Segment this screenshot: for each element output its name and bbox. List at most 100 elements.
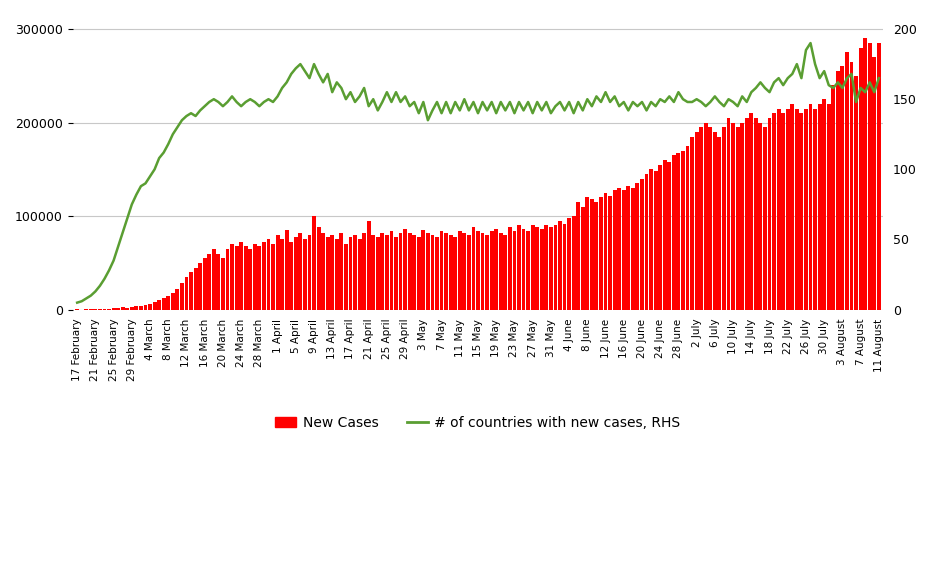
Bar [776,108,781,309]
Bar [831,85,835,309]
Bar [148,304,152,309]
Bar [221,258,225,309]
Bar [513,231,516,309]
Bar [795,108,799,309]
Bar [130,307,134,309]
Bar [134,307,138,309]
Bar [722,127,726,309]
Bar [549,227,553,309]
Bar [813,108,817,309]
Bar [563,224,567,309]
Bar [171,293,174,309]
Bar [868,43,871,309]
Bar [850,62,854,309]
Bar [467,235,471,309]
Bar [740,123,744,309]
Bar [271,244,275,309]
Bar [394,236,398,309]
Bar [494,229,499,309]
Bar [609,196,612,309]
Bar [112,308,116,309]
Bar [727,118,731,309]
Bar [404,229,407,309]
Bar [431,235,434,309]
Bar [472,227,475,309]
Bar [544,226,548,309]
Bar [349,236,352,309]
Bar [581,207,584,309]
Bar [240,242,243,309]
Bar [244,246,248,309]
Bar [317,227,321,309]
Bar [653,171,658,309]
Bar [226,249,229,309]
Bar [499,233,502,309]
Bar [353,235,357,309]
Bar [144,305,147,309]
Bar [786,108,789,309]
Bar [326,236,330,309]
Bar [257,246,261,309]
Bar [749,113,753,309]
Bar [650,169,653,309]
Bar [845,52,849,309]
Bar [407,233,412,309]
Bar [121,307,125,309]
Bar [330,235,335,309]
Bar [363,233,366,309]
Bar [858,48,862,309]
Bar [203,258,207,309]
Bar [335,239,338,309]
Bar [453,236,458,309]
Bar [308,235,311,309]
Bar [677,153,680,309]
Bar [772,113,776,309]
Bar [462,233,466,309]
Bar [207,254,212,309]
Bar [535,227,539,309]
Bar [863,38,867,309]
Bar [530,226,535,309]
Bar [199,263,202,309]
Bar [426,233,430,309]
Bar [212,249,215,309]
Bar [303,239,307,309]
Bar [435,236,439,309]
Bar [158,300,161,309]
Bar [667,162,671,309]
Bar [571,216,576,309]
Bar [745,118,748,309]
Bar [281,239,284,309]
Bar [458,231,461,309]
Bar [253,244,256,309]
Bar [476,231,480,309]
Bar [540,229,543,309]
Bar [289,242,294,309]
Bar [180,284,184,309]
Bar [508,227,512,309]
Bar [527,231,530,309]
Bar [448,235,453,309]
Bar [125,308,130,309]
Bar [672,156,676,309]
Bar [622,190,625,309]
Bar [344,244,348,309]
Bar [681,150,685,309]
Bar [322,233,325,309]
Bar [248,249,253,309]
Bar [585,197,589,309]
Bar [522,229,526,309]
Bar [731,123,735,309]
Bar [175,289,179,309]
Bar [694,132,699,309]
Bar [267,239,270,309]
Bar [617,188,621,309]
Bar [800,113,803,309]
Bar [390,231,393,309]
Bar [708,127,712,309]
Bar [440,231,444,309]
Bar [781,113,785,309]
Bar [763,127,767,309]
Bar [699,127,703,309]
Bar [686,146,690,309]
